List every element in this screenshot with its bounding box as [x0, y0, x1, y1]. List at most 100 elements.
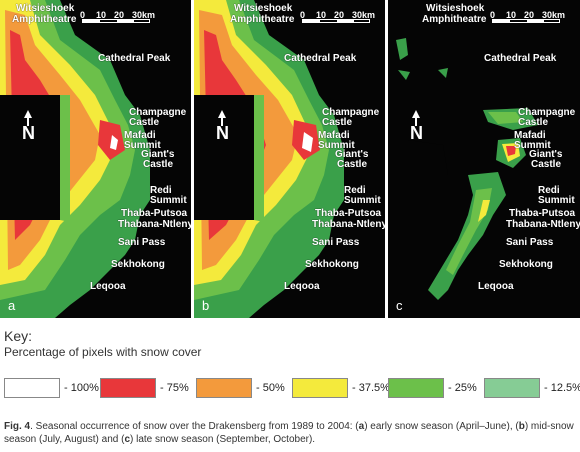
scale-tick: 0 — [490, 10, 496, 20]
label-mafadi: Mafadi — [124, 130, 156, 141]
map-panels: Witsieshoek Amphitheatre Cathedral Peak … — [0, 0, 580, 318]
scale-tick: 10 — [506, 10, 517, 20]
caption-text: . Seasonal occurrence of snow over the D… — [30, 421, 359, 432]
label-thabana-ntlenyana: Thabana-Ntlenyana — [506, 219, 580, 230]
north-arrow-icon: N — [22, 110, 38, 144]
caption-text: ) late snow season (September, October). — [130, 434, 316, 445]
caption-a: a — [358, 421, 365, 432]
label-witsieshoek: Witsieshoek — [426, 3, 485, 14]
snow-map-c — [396, 38, 538, 300]
panel-label-c: c — [396, 298, 403, 313]
legend-label: - 100% — [64, 382, 99, 394]
caption-b: b — [518, 421, 525, 432]
scale-tick: 20 — [524, 10, 535, 20]
legend-swatch — [196, 378, 252, 398]
scale-tick: 10 — [316, 10, 327, 20]
legend-label: - 75% — [160, 382, 189, 394]
scale-tick: 30km — [132, 10, 156, 20]
label-champagne-castle: Castle — [129, 117, 160, 128]
caption-text: ) mid-snow season (July, August) and ( — [4, 421, 574, 445]
label-redi: Redi — [150, 185, 172, 196]
scale-tick: 20 — [334, 10, 345, 20]
north-arrow-icon: N — [410, 110, 426, 144]
label-redi-summit: Summit — [538, 195, 575, 206]
scale-tick: 30km — [542, 10, 566, 20]
caption-c: c — [124, 434, 130, 445]
label-thaba-putsoa: Thaba-Putsoa — [315, 208, 382, 219]
label-cathedral-peak: Cathedral Peak — [484, 53, 557, 64]
label-leqooa: Leqooa — [90, 281, 126, 292]
label-cathedral-peak: Cathedral Peak — [98, 53, 171, 64]
label-amphitheatre: Amphitheatre — [12, 14, 77, 25]
label-leqooa: Leqooa — [284, 281, 320, 292]
map-panel-a: Witsieshoek Amphitheatre Cathedral Peak … — [0, 0, 191, 318]
scale-tick: 0 — [300, 10, 306, 20]
legend-label: - 25% — [448, 382, 477, 394]
panel-label-a: a — [8, 298, 16, 313]
label-sani-pass: Sani Pass — [312, 237, 360, 248]
label-sekhokong: Sekhokong — [499, 259, 553, 270]
map-panel-b: Witsieshoek Amphitheatre Cathedral Peak … — [194, 0, 385, 318]
label-giants-castle: Castle — [337, 159, 368, 170]
label-thaba-putsoa: Thaba-Putsoa — [509, 208, 576, 219]
label-witsieshoek: Witsieshoek — [16, 3, 75, 14]
scale-bar — [82, 19, 150, 23]
label-sekhokong: Sekhokong — [111, 259, 165, 270]
scale-tick: 30km — [352, 10, 376, 20]
scale-bar — [492, 19, 560, 23]
key-subtitle: Percentage of pixels with snow cover — [4, 345, 202, 359]
map-panel-c: Witsieshoek Amphitheatre Cathedral Peak … — [388, 0, 580, 318]
legend-swatch — [484, 378, 540, 398]
scale-bar — [302, 19, 370, 23]
label-mafadi-summit: Summit — [124, 140, 161, 151]
label-thabana-ntlenyana: Thabana-Ntlenyana — [118, 219, 191, 230]
label-witsieshoek: Witsieshoek — [234, 3, 293, 14]
legend-swatch — [4, 378, 60, 398]
label-leqooa: Leqooa — [478, 281, 514, 292]
caption-fig: Fig. 4 — [4, 421, 31, 432]
label-sani-pass: Sani Pass — [118, 237, 166, 248]
legend-swatch — [292, 378, 348, 398]
label-mafadi-summit: Summit — [318, 140, 355, 151]
legend: - 100% - 75% - 50% - 37.5% - 25% - 12.5% — [4, 378, 580, 398]
label-redi: Redi — [538, 185, 560, 196]
legend-label: - 50% — [256, 382, 285, 394]
panel-label-b: b — [202, 298, 210, 313]
label-mafadi: Mafadi — [514, 130, 546, 141]
legend-swatch — [388, 378, 444, 398]
label-redi-summit: Summit — [150, 195, 187, 206]
label-champagne: Champagne — [518, 107, 576, 118]
label-sani-pass: Sani Pass — [506, 237, 554, 248]
label-giants: Giant's — [141, 149, 175, 160]
label-giants: Giant's — [335, 149, 369, 160]
legend-label: - 37.5% — [352, 382, 390, 394]
label-amphitheatre: Amphitheatre — [230, 14, 295, 25]
label-giants: Giant's — [529, 149, 563, 160]
label-champagne: Champagne — [322, 107, 380, 118]
scale-tick: 20 — [114, 10, 125, 20]
caption-text: ) early snow season (April–June), ( — [364, 421, 519, 432]
key-title: Key: — [4, 328, 33, 344]
legend-label: - 12.5% — [544, 382, 580, 394]
scale-tick: 10 — [96, 10, 107, 20]
label-thabana-ntlenyana: Thabana-Ntlenyana — [312, 219, 385, 230]
label-champagne-castle: Castle — [518, 117, 549, 128]
label-champagne-castle: Castle — [322, 117, 353, 128]
label-redi-summit: Summit — [344, 195, 381, 206]
label-giants-castle: Castle — [531, 159, 562, 170]
figure-caption: Fig. 4. Seasonal occurrence of snow over… — [4, 420, 578, 446]
scale-tick: 0 — [80, 10, 86, 20]
label-redi: Redi — [344, 185, 366, 196]
label-giants-castle: Castle — [143, 159, 174, 170]
snow-map-b — [194, 0, 344, 318]
label-mafadi: Mafadi — [318, 130, 350, 141]
label-amphitheatre: Amphitheatre — [422, 14, 487, 25]
label-sekhokong: Sekhokong — [305, 259, 359, 270]
legend-swatch — [100, 378, 156, 398]
label-champagne: Champagne — [129, 107, 187, 118]
label-thaba-putsoa: Thaba-Putsoa — [121, 208, 188, 219]
snow-map-a — [0, 0, 150, 318]
north-arrow-icon: N — [216, 110, 232, 144]
label-mafadi-summit: Summit — [514, 140, 551, 151]
label-cathedral-peak: Cathedral Peak — [284, 53, 357, 64]
